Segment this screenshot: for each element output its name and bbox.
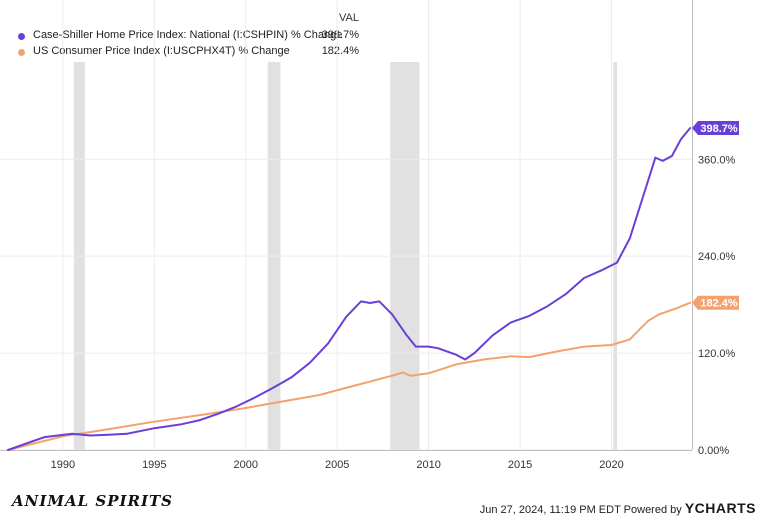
footer-credit: Jun 27, 2024, 11:19 PM EDT Powered by YC… xyxy=(480,500,756,516)
y-tick-label: 120.0% xyxy=(698,348,736,360)
timestamp-text: Jun 27, 2024, 11:19 PM EDT Powered by xyxy=(479,504,682,516)
x-tick-label: 2000 xyxy=(234,459,258,471)
x-tick-label: 2015 xyxy=(508,459,532,471)
legend-item-value: 182.4% xyxy=(321,45,359,57)
y-tick-label: 0.00% xyxy=(698,445,729,457)
series-dot-icon xyxy=(18,49,25,56)
x-tick-label: 2020 xyxy=(599,459,623,471)
end-label-tag xyxy=(692,121,739,135)
end-label-text: 398.7% xyxy=(700,123,738,135)
legend-value-header: VAL xyxy=(339,12,359,24)
axes: 1990 1995 2000 2005 2010 2015 2020 0.00% 120.0% 2… xyxy=(0,0,736,471)
series-lines xyxy=(7,127,692,451)
y-tick-label: 360.0% xyxy=(698,154,736,166)
series-line xyxy=(7,301,692,451)
series-end-label: 182.4% xyxy=(692,295,739,310)
end-label-text: 182.4% xyxy=(700,298,738,310)
legend-item-label: Case-Shiller Home Price Index: National … xyxy=(33,29,343,41)
legend-item-value: 398.7% xyxy=(321,29,359,41)
series-line xyxy=(7,127,692,451)
legend-item-label: US Consumer Price Index (I:USCPHX4T) % C… xyxy=(33,45,290,57)
x-tick-label: 2010 xyxy=(416,459,440,471)
y-tick-label: 240.0% xyxy=(698,251,736,263)
x-tick-label: 1990 xyxy=(51,459,75,471)
end-labels: 182.4% 398.7% xyxy=(692,121,739,310)
series-dot-icon xyxy=(18,33,25,40)
series-end-label: 398.7% xyxy=(692,121,739,135)
gridlines xyxy=(0,0,692,451)
animal-spirits-logo: ANIMAL SPIRITS xyxy=(12,492,173,510)
ycharts-logo[interactable]: YCHARTS xyxy=(684,500,756,516)
end-label-tag xyxy=(692,295,739,310)
x-tick-label: 1995 xyxy=(142,459,166,471)
x-tick-label: 2005 xyxy=(325,459,349,471)
